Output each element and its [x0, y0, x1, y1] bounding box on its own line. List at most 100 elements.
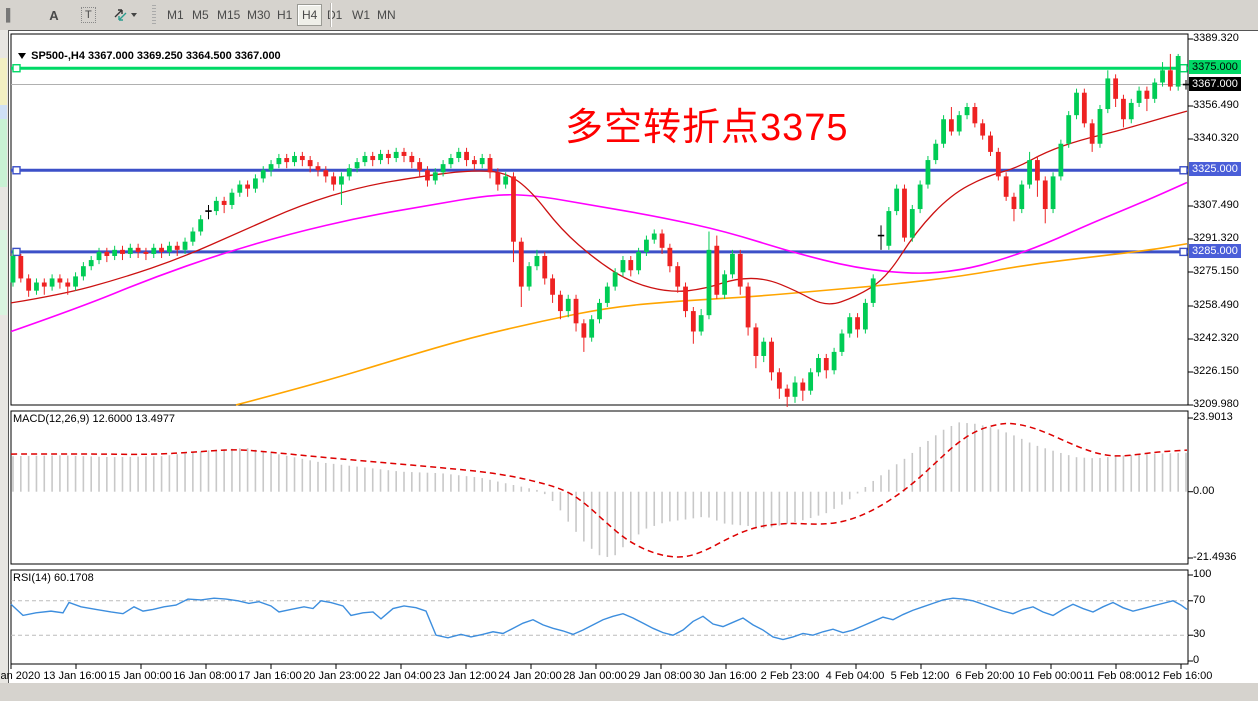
candle-body	[675, 266, 681, 287]
candle-body	[886, 211, 892, 246]
candle-body	[737, 253, 743, 287]
text-tool-button[interactable]: T	[76, 4, 101, 26]
hline-handle[interactable]	[1179, 166, 1188, 175]
candle-body	[894, 188, 900, 212]
candle-body	[1027, 160, 1032, 185]
candle-body	[440, 164, 446, 173]
timeframe-h1[interactable]: H1	[277, 8, 293, 22]
pane-border	[10, 33, 1189, 406]
price-badge-3375.000: 3375.000	[1189, 60, 1241, 75]
candle-body	[995, 151, 1001, 177]
candle-body	[980, 123, 986, 136]
date-label: 13 Jan 16:00	[43, 670, 107, 682]
date-label: 4 Feb 04:00	[825, 670, 885, 682]
left-strip-yellow	[0, 58, 7, 105]
timeframe-w1[interactable]: W1	[352, 8, 370, 22]
price-tick-label: 3242.320	[1193, 332, 1239, 344]
toolbar: ▐ A T M1 M5 M15 M30 H1 H4 D1 W1 MN	[0, 0, 1258, 31]
candle-body	[127, 247, 133, 254]
timeframe-mn[interactable]: MN	[377, 8, 396, 22]
date-label: 16 Jan 08:00	[173, 670, 237, 682]
timeframe-m15[interactable]: M15	[217, 8, 241, 22]
cursor-arrows-button[interactable]	[108, 4, 142, 26]
candle-body	[49, 278, 55, 287]
hline-handle[interactable]	[1179, 247, 1188, 257]
candle-body	[1003, 176, 1009, 197]
timeframe-m5[interactable]: M5	[192, 8, 209, 22]
candle-body	[385, 153, 391, 159]
toolbar-grip	[152, 5, 156, 25]
hline-handle[interactable]	[12, 64, 21, 73]
candle-body	[761, 341, 767, 356]
date-label: 10 Feb 00:00	[1017, 670, 1083, 682]
candle-body	[221, 200, 227, 205]
macd-tick-label: 0.00	[1193, 484, 1215, 497]
chart-title: SP500-,H4 3367.000 3369.250 3364.500 336…	[12, 38, 281, 62]
timeframe-h4[interactable]: H4	[297, 4, 323, 26]
ma-slow-line	[235, 242, 1188, 406]
price-tick-label: 3275.150	[1193, 265, 1239, 277]
candle-body	[941, 119, 946, 144]
dropdown-arrow-icon	[131, 13, 137, 17]
annotation-text-object[interactable]: 多空转折点3375	[565, 107, 849, 149]
date-label: 24 Jan 20:00	[498, 670, 562, 682]
candle-body	[151, 247, 157, 254]
hline-handle[interactable]	[1179, 64, 1188, 73]
candle-body	[260, 170, 266, 179]
candle-body	[597, 302, 602, 320]
candle-body	[503, 176, 509, 185]
timeframe-d1[interactable]: D1	[327, 8, 343, 22]
candle-body	[135, 247, 141, 252]
hline-handle[interactable]	[12, 247, 21, 257]
candle-body	[565, 298, 571, 312]
left-strip-green	[0, 119, 7, 187]
candle-body	[401, 151, 407, 156]
price-tick-label: 3389.320	[1193, 32, 1239, 44]
candle-body	[730, 253, 735, 275]
candle-body	[988, 135, 993, 152]
candle-body	[706, 249, 712, 316]
candle-body	[800, 382, 806, 391]
candle-body	[1105, 78, 1111, 110]
candle-body	[448, 158, 454, 165]
candle-body	[1019, 184, 1025, 210]
candle-body	[268, 164, 274, 171]
candle-body	[432, 172, 438, 181]
candle-body	[1136, 90, 1142, 103]
candle-body	[182, 241, 188, 250]
candle-body	[425, 170, 430, 181]
chart-window	[8, 30, 1258, 683]
candle-body	[925, 160, 931, 185]
candle-body	[690, 311, 696, 332]
candle-body	[949, 119, 954, 132]
candle-body	[792, 382, 798, 397]
candle-body	[339, 176, 344, 185]
timeframe-m1[interactable]: M1	[167, 8, 184, 22]
candle-body	[683, 286, 688, 312]
price-tick-label: 3307.490	[1193, 199, 1239, 211]
candle-body	[589, 319, 595, 338]
macd-tick-label: 23.9013	[1193, 411, 1233, 423]
hline-handle[interactable]	[12, 166, 21, 175]
candle-body	[213, 200, 219, 212]
clipped-toolbar-icon[interactable]: ▐	[1, 8, 11, 22]
candle-body	[57, 278, 63, 283]
candle-body	[198, 219, 204, 232]
candle-body	[1050, 176, 1056, 210]
chart-canvas[interactable]	[9, 31, 1258, 684]
rsi-tick-label: 70	[1193, 593, 1206, 606]
timeframe-m30[interactable]: M30	[247, 8, 271, 22]
candle-body	[495, 172, 501, 185]
candle-body	[972, 107, 978, 124]
candle-body	[237, 184, 243, 193]
candle-body	[753, 327, 759, 356]
font-tool-button[interactable]: A	[49, 7, 59, 23]
rsi-tick-label: 30	[1193, 628, 1206, 641]
candle-body	[847, 317, 853, 334]
candle-body	[1058, 143, 1064, 177]
pane-border	[10, 569, 1189, 665]
symbol-dropdown-icon[interactable]	[18, 53, 27, 60]
ma-mid-line	[10, 181, 1188, 333]
candle-body	[174, 245, 180, 250]
ma-fast-line	[10, 110, 1188, 305]
